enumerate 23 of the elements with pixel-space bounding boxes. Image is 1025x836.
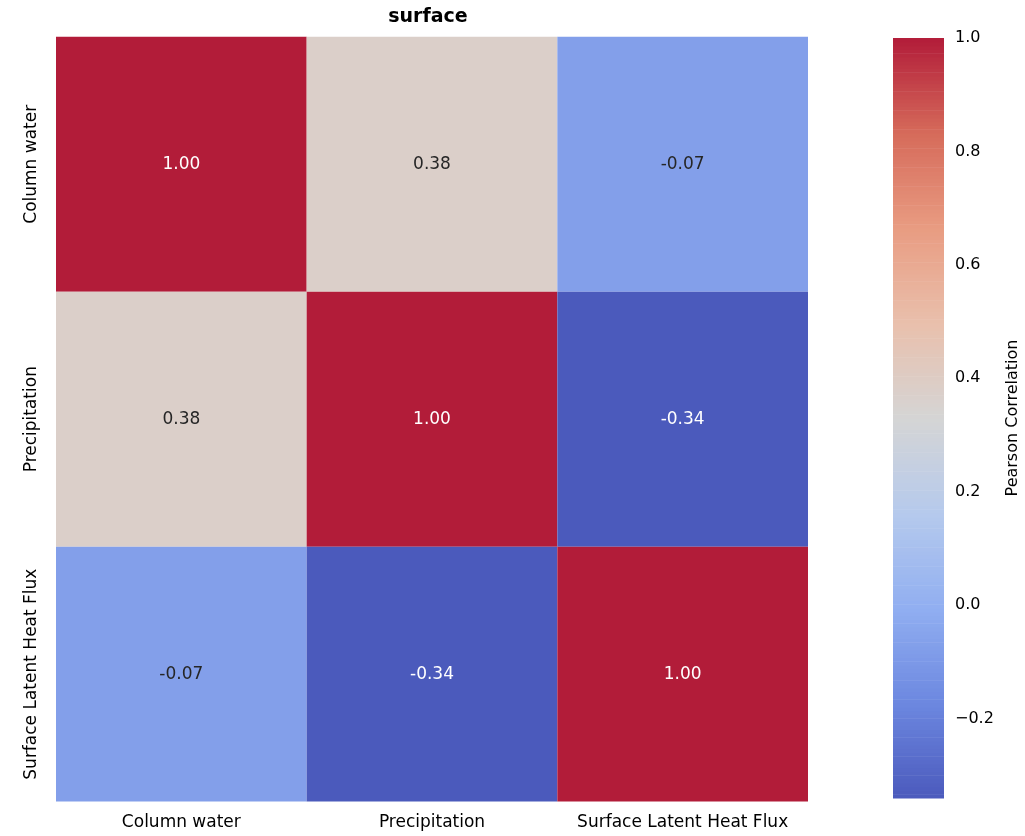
data-label: -0.34 <box>660 407 705 428</box>
color-bar-label: −0.2 <box>955 707 994 727</box>
y-tick-label: Column water <box>20 104 41 224</box>
data-label: 1.00 <box>413 407 451 428</box>
data-label: 0.38 <box>413 152 451 173</box>
x-tick-label: Surface Latent Heat Flux <box>577 811 789 832</box>
y-tick-label: Precipitation <box>20 366 41 473</box>
x-tick-label: Precipitation <box>378 811 486 832</box>
data-label: 0.38 <box>162 407 201 428</box>
data-label: 1.00 <box>663 662 702 683</box>
data-label: -0.34 <box>410 662 454 683</box>
color-bar-label: 0.8 <box>955 140 981 160</box>
color-bar-title: Pearson Correlation <box>1002 339 1022 497</box>
chart-title: surface <box>388 4 468 27</box>
data-label: -0.07 <box>660 152 705 173</box>
data-label: -0.07 <box>159 662 204 683</box>
color-bar-label: 0.4 <box>955 367 981 387</box>
color-bar-label: 0.0 <box>955 594 981 614</box>
color-bar-label: 0.2 <box>955 480 981 500</box>
x-tick-label: Column water <box>121 811 241 832</box>
data-label: 1.00 <box>162 152 201 173</box>
color-bar-label: 1.0 <box>955 27 981 47</box>
color-bar-label: 0.6 <box>955 254 981 274</box>
